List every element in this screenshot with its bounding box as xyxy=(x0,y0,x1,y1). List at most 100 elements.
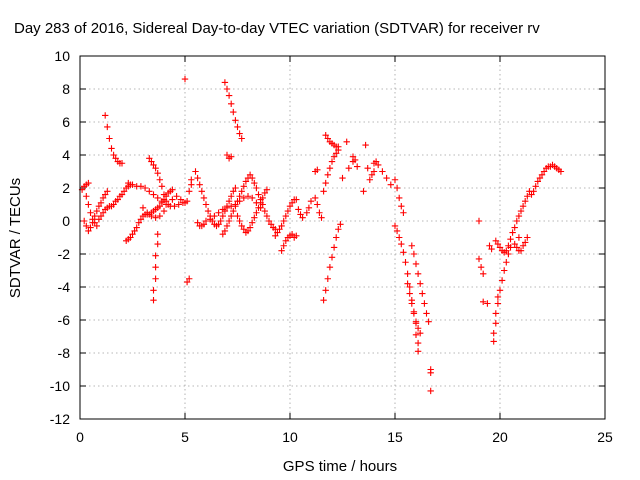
data-point xyxy=(154,231,161,238)
data-point xyxy=(540,168,548,175)
data-point xyxy=(211,212,218,220)
data-point xyxy=(152,275,159,282)
data-point xyxy=(383,174,390,182)
data-point xyxy=(129,231,136,238)
data-point xyxy=(234,212,241,220)
data-point xyxy=(324,275,331,282)
data-point xyxy=(280,242,287,249)
data-point xyxy=(104,188,111,195)
data-point xyxy=(150,191,157,198)
series-arc11 xyxy=(183,176,195,286)
data-point xyxy=(152,165,159,172)
data-point xyxy=(328,158,336,165)
data-point xyxy=(221,227,229,235)
data-point xyxy=(238,188,245,195)
data-point xyxy=(284,207,292,215)
y-tick-label: -6 xyxy=(58,312,71,328)
data-point xyxy=(322,132,329,139)
data-point xyxy=(228,153,235,160)
data-point xyxy=(234,198,241,205)
axis-ticks: 0 5 10 15 20 25 -12 -10 -8 -6 -4 -2 0 2 4 6 8 10 xyxy=(50,48,613,445)
data-point xyxy=(261,207,268,215)
data-point xyxy=(236,217,243,225)
data-point xyxy=(181,75,189,83)
data-point xyxy=(427,387,434,395)
series-arc33 xyxy=(475,217,495,307)
data-point xyxy=(280,217,287,225)
data-point xyxy=(171,202,178,210)
data-point xyxy=(148,212,155,220)
data-point xyxy=(207,216,214,223)
data-point xyxy=(93,222,100,230)
data-point xyxy=(125,179,132,187)
data-point xyxy=(215,209,222,216)
data-point xyxy=(307,198,315,205)
data-point xyxy=(486,242,493,249)
data-point xyxy=(364,165,371,172)
data-point xyxy=(414,270,422,277)
series-arc6 xyxy=(125,179,191,210)
data-point xyxy=(267,221,275,228)
data-point xyxy=(475,217,483,225)
data-point xyxy=(492,237,499,244)
data-point xyxy=(509,229,516,236)
data-point xyxy=(419,290,426,297)
data-point xyxy=(492,310,499,317)
data-point xyxy=(330,244,338,251)
data-point xyxy=(410,310,418,317)
data-point xyxy=(326,264,334,271)
data-point xyxy=(202,201,210,208)
data-point xyxy=(102,191,109,198)
data-point xyxy=(156,212,163,220)
data-point xyxy=(144,209,151,216)
data-point xyxy=(477,264,485,271)
data-point xyxy=(127,234,134,241)
data-point xyxy=(335,143,342,150)
data-point xyxy=(219,212,226,220)
data-point xyxy=(106,135,113,142)
data-point xyxy=(162,198,170,205)
data-point xyxy=(343,138,350,145)
data-point xyxy=(515,234,523,241)
data-point xyxy=(349,153,357,160)
data-point xyxy=(230,108,237,116)
data-point xyxy=(517,207,525,215)
data-point xyxy=(169,196,176,203)
data-point xyxy=(99,209,107,216)
data-point xyxy=(513,244,520,251)
data-point xyxy=(251,214,258,221)
data-point xyxy=(534,178,541,185)
y-tick-label: 10 xyxy=(54,48,70,64)
data-point xyxy=(265,217,273,225)
data-point xyxy=(505,250,512,258)
x-tick-label: 15 xyxy=(387,429,403,445)
data-point xyxy=(522,239,529,246)
data-point xyxy=(501,267,508,274)
data-point xyxy=(194,219,201,226)
series-arc28 xyxy=(391,176,407,216)
series-arc29 xyxy=(391,222,422,355)
series-arc5 xyxy=(123,186,176,244)
data-point xyxy=(173,193,180,200)
series-arc16 xyxy=(219,174,252,238)
data-point xyxy=(387,181,394,188)
data-point xyxy=(337,221,344,228)
data-point xyxy=(137,216,145,223)
data-point xyxy=(511,240,518,248)
y-tick-label: 0 xyxy=(62,213,70,229)
series-arc22 xyxy=(312,194,325,221)
data-point xyxy=(333,234,340,241)
data-point xyxy=(328,254,336,261)
data-point xyxy=(150,161,157,169)
data-point xyxy=(530,188,537,195)
data-point xyxy=(305,204,313,211)
data-point xyxy=(234,123,241,131)
data-point xyxy=(223,151,231,159)
data-point xyxy=(154,240,161,248)
data-point xyxy=(91,212,98,220)
data-point xyxy=(293,196,300,203)
data-point xyxy=(238,135,245,142)
data-point xyxy=(320,188,327,195)
data-point xyxy=(112,155,119,162)
data-point xyxy=(417,280,424,287)
